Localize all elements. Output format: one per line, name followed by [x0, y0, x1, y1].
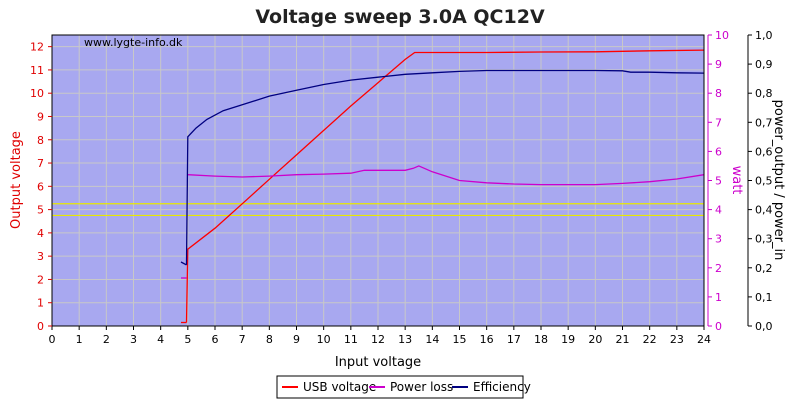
x-tick-label: 10: [317, 333, 331, 346]
legend-entry-label: Efficiency: [473, 380, 531, 394]
x-tick-label: 14: [425, 333, 439, 346]
axes: 0 1 2 3 4 5 6 7 8 9 10 11 12 13 14 15 16 17 18 19 20 21 22 23 24…: [30, 29, 773, 346]
x-tick-label: 21: [616, 333, 630, 346]
y-right1-tick-label: 6: [715, 145, 722, 158]
legend-box: [276, 375, 524, 399]
y-right1-tick-label: 9: [715, 58, 722, 71]
y-left-tick-label: 1: [37, 297, 44, 310]
y-right2-tick-label: 0,0: [755, 320, 773, 333]
series-line-efficiency: [185, 69, 705, 265]
x-tick-label: 13: [398, 333, 412, 346]
x-tick-label: 9: [293, 333, 300, 346]
x-tick-label: 0: [49, 333, 56, 346]
x-tick-label: 11: [344, 333, 358, 346]
y-right1-tick-label: 8: [715, 87, 722, 100]
x-tick-label: 20: [588, 333, 602, 346]
legend-entry-label: USB voltage: [303, 380, 376, 394]
x-tick-label: 24: [697, 333, 711, 346]
y-right2-tick-label: 0,8: [755, 87, 773, 100]
x-axis-label: Input voltage: [335, 355, 421, 370]
x-tick-label: 7: [239, 333, 246, 346]
x-tick-label: 1: [76, 333, 83, 346]
y-right1-tick-label: 7: [715, 116, 722, 129]
x-tick-label: 22: [643, 333, 657, 346]
y-right1-tick-label: 4: [715, 204, 722, 217]
y-left-tick-label: 11: [30, 64, 44, 77]
series-line-usb-voltage: [185, 49, 705, 323]
y-left-tick-label: 10: [30, 87, 44, 100]
x-tick-label: 5: [184, 333, 191, 346]
y-right2-tick-label: 1,0: [755, 29, 773, 42]
x-tick-label: 12: [371, 333, 385, 346]
y-right2-tick-label: 0,9: [755, 58, 773, 71]
y-right2-tick-label: 0,3: [755, 233, 773, 246]
x-tick-label: 4: [157, 333, 164, 346]
y-left-tick-label: 2: [37, 273, 44, 286]
y-axis-right2-label: power_output / power_in: [771, 100, 786, 261]
y-right1-tick-label: 2: [715, 262, 722, 275]
y-left-tick-label: 0: [37, 320, 44, 333]
y-axis-right1-label: watt: [729, 166, 744, 195]
x-tick-label: 16: [480, 333, 494, 346]
y-right2-tick-label: 0,1: [755, 291, 773, 304]
y-left-tick-label: 9: [37, 110, 44, 123]
y-left-tick-label: 6: [37, 180, 44, 193]
chart-title: Voltage sweep 3.0A QC12V: [255, 6, 545, 28]
x-tick-label: 15: [453, 333, 467, 346]
watermark: www.lygte-info.dk: [84, 36, 183, 49]
x-tick-label: 6: [212, 333, 219, 346]
y-left-tick-label: 7: [37, 157, 44, 170]
reference-lines: [52, 203, 704, 217]
x-tick-label: 8: [266, 333, 273, 346]
y-axis-left-label: Output voltage: [9, 131, 24, 229]
y-left-tick-label: 8: [37, 134, 44, 147]
x-tick-label: 23: [670, 333, 684, 346]
y-right1-tick-label: 3: [715, 233, 722, 246]
y-right2-tick-label: 0,7: [755, 116, 773, 129]
y-right2-tick-label: 0,6: [755, 145, 773, 158]
x-tick-label: 3: [130, 333, 137, 346]
y-left-tick-label: 3: [37, 250, 44, 263]
y-right1-tick-label: 0: [715, 320, 722, 333]
x-tick-label: 18: [534, 333, 548, 346]
series-line-efficiency: [180, 261, 187, 266]
legend: USB voltage Power loss Efficiency: [276, 375, 531, 399]
legend-entry-label: Power loss: [390, 380, 453, 394]
y-right2-tick-label: 0,5: [755, 175, 773, 188]
y-right2-tick-label: 0,4: [755, 204, 773, 217]
y-left-tick-label: 5: [37, 204, 44, 217]
x-tick-label: 2: [103, 333, 110, 346]
series-layer: [180, 49, 705, 324]
x-tick-label: 17: [507, 333, 521, 346]
x-tick-label: 19: [561, 333, 575, 346]
y-right2-tick-label: 0,2: [755, 262, 773, 275]
y-right1-tick-label: 10: [715, 29, 729, 42]
y-left-tick-label: 12: [30, 41, 44, 54]
y-right1-tick-label: 5: [715, 175, 722, 188]
y-left-tick-label: 4: [37, 227, 44, 240]
y-right1-tick-label: 1: [715, 291, 722, 304]
series-line-power-loss: [187, 165, 705, 186]
